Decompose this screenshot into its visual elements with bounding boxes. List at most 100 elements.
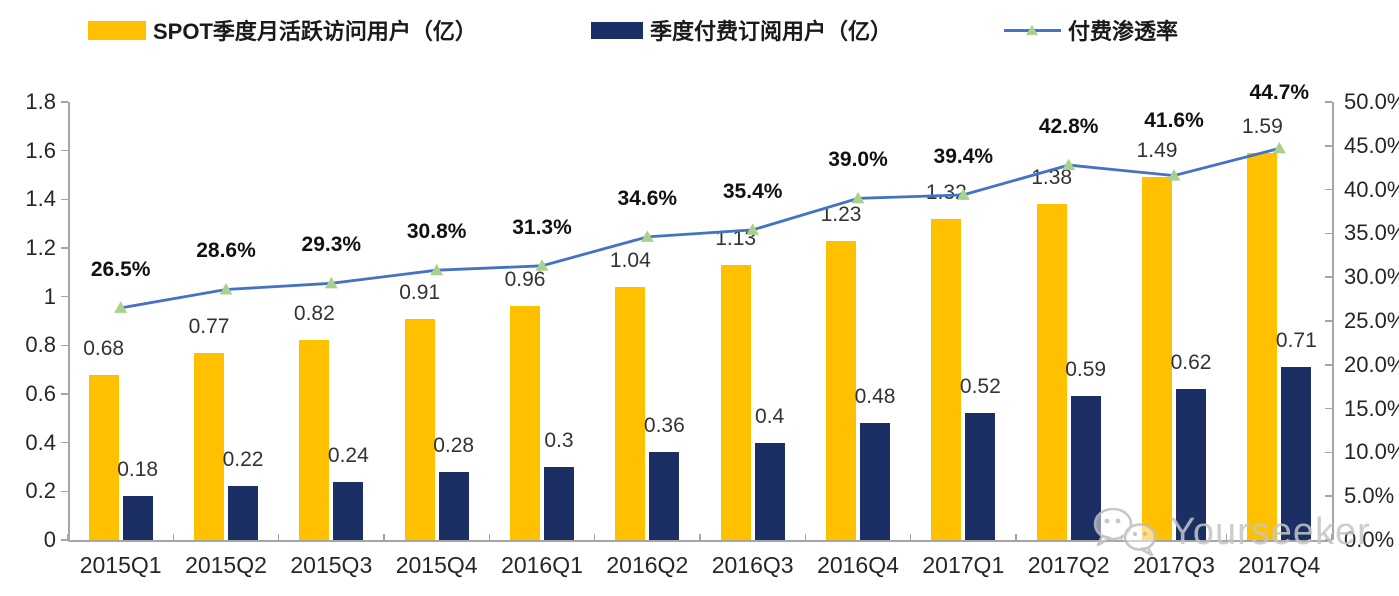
y-axis-right-tick: [1325, 145, 1332, 147]
y-axis-tick-label: 1: [43, 283, 56, 309]
y-axis-tick-label: 1.2: [25, 235, 56, 260]
bar-mau-value-label: 0.77: [188, 314, 230, 338]
x-axis-tick-label: 2017Q1: [922, 552, 1005, 578]
y-axis-tick: [61, 441, 68, 444]
x-axis-tick: [593, 534, 596, 540]
x-axis-tick: [488, 534, 491, 540]
bar-subs-value-label: 0.52: [959, 375, 1001, 399]
bar-subs-value-label: 0.48: [854, 385, 896, 409]
y-axis-right-tick: [1325, 539, 1332, 541]
penetration-value-label: 44.7%: [1249, 81, 1310, 105]
bar-mau: [194, 352, 224, 540]
y-axis-right-tick: [1325, 188, 1332, 191]
y-axis-tick-label: 0.8: [25, 332, 56, 358]
bar-mau-value-label: 0.91: [399, 280, 441, 304]
mau-legend-label: SPOT季度月活跃访问用户（亿）: [153, 19, 477, 44]
legend-item-mau: SPOT季度月活跃访问用户（亿）: [88, 16, 477, 44]
y-axis-tick: [61, 295, 68, 298]
y-axis-tick: [61, 393, 68, 395]
x-axis-tick-label: 2015Q1: [79, 552, 162, 578]
triangle-marker-icon: [640, 230, 654, 242]
bar-mau-value-label: 1.38: [1031, 166, 1073, 190]
x-axis-tick-label: 2015Q3: [290, 552, 373, 578]
x-axis-tick-label: 2015Q4: [395, 552, 478, 578]
penetration-value-label: 41.6%: [1144, 108, 1204, 132]
y-axis-right-tick-label: 30.0%: [1344, 264, 1399, 290]
triangle-marker-icon: [219, 282, 233, 295]
bar-subs: [965, 413, 996, 540]
bar-mau-value-label: 0.68: [83, 336, 125, 360]
y-axis-tick: [61, 101, 68, 103]
bar-subs: [228, 486, 258, 540]
bar-mau-value-label: 1.04: [609, 248, 651, 272]
y-axis-tick: [61, 247, 68, 249]
penetration-legend-marker-icon: [1004, 24, 1061, 36]
bar-mau: [720, 265, 751, 540]
bar-subs-value-label: 0.3: [544, 429, 574, 452]
y-axis-right-tick: [1325, 276, 1332, 278]
penetration-value-label: 39.0%: [828, 148, 888, 172]
triangle-marker-icon: [1272, 141, 1286, 154]
y-axis-tick-label: 1.6: [25, 137, 56, 163]
x-axis-tick-label: 2016Q2: [606, 552, 689, 578]
bar-subs-value-label: 0.59: [1065, 358, 1107, 382]
triangle-marker-icon: [430, 263, 444, 276]
bar-subs: [333, 481, 364, 540]
y-axis-tick-label: 0: [43, 527, 56, 552]
x-axis-tick-label: 2017Q2: [1027, 552, 1110, 578]
bar-subs: [1281, 367, 1312, 540]
subs-legend-label: 季度付费订阅用户（亿）: [650, 19, 893, 44]
penetration-value-label: 34.6%: [617, 186, 678, 210]
bar-subs: [649, 452, 680, 540]
bar-mau-value-label: 0.96: [504, 268, 546, 292]
bar-subs: [860, 423, 890, 540]
bar-subs-value-label: 0.62: [1170, 351, 1212, 375]
y-axis-right-tick: [1325, 495, 1332, 497]
x-axis-tick: [804, 534, 807, 540]
bar-subs-value-label: 0.22: [222, 448, 264, 472]
y-axis-right-tick: [1325, 451, 1332, 454]
y-axis-tick-label: 0.2: [25, 478, 56, 504]
bar-mau: [615, 286, 646, 540]
triangle-marker-icon: [114, 301, 128, 313]
x-axis-tick-label: 2016Q1: [501, 552, 583, 578]
y-axis-tick: [61, 344, 68, 347]
bar-subs-value-label: 0.24: [327, 443, 369, 467]
x-axis-tick: [172, 534, 175, 540]
bar-mau-value-label: 1.49: [1136, 139, 1178, 163]
y-axis-right-tick-label: 40.0%: [1344, 176, 1399, 202]
y-axis-right-tick: [1325, 232, 1332, 235]
x-axis-tick: [1331, 534, 1333, 540]
x-axis-tick-label: 2017Q4: [1238, 552, 1321, 578]
bar-mau-value-label: 0.82: [293, 302, 335, 326]
y-axis-right-tick: [1325, 364, 1332, 366]
x-axis-tick: [277, 534, 280, 540]
legend-item-subs: 季度付费订阅用户（亿）: [591, 16, 892, 44]
y-axis-right-tick-label: 25.0%: [1344, 308, 1399, 333]
y-axis-left: [68, 102, 70, 540]
y-axis-tick: [61, 539, 68, 541]
y-axis-right-tick-label: 0.0%: [1344, 527, 1395, 552]
bar-subs: [1070, 396, 1101, 540]
bar-subs: [544, 467, 574, 540]
y-axis-tick-label: 0.6: [25, 381, 56, 406]
y-axis-right-tick-label: 10.0%: [1344, 439, 1399, 465]
penetration-value-label: 42.8%: [1038, 115, 1099, 139]
subs-legend-swatch: [591, 21, 643, 39]
x-axis-tick: [699, 534, 701, 540]
bar-mau-value-label: 1.13: [715, 227, 757, 251]
watermark: Yourseeker: [1088, 503, 1371, 561]
x-axis-tick: [909, 534, 912, 540]
bar-mau: [404, 318, 435, 540]
penetration-value-label: 30.8%: [406, 220, 467, 244]
penetration-value-label: 35.4%: [722, 179, 783, 203]
y-axis-tick: [61, 490, 68, 493]
x-axis: [68, 540, 1332, 542]
bar-mau-value-label: 1.23: [820, 202, 862, 226]
penetration-value-label: 26.5%: [90, 257, 151, 281]
y-axis-right-tick: [1325, 101, 1332, 103]
y-axis-right-tick-label: 50.0%: [1344, 89, 1399, 114]
bar-mau: [299, 340, 330, 540]
